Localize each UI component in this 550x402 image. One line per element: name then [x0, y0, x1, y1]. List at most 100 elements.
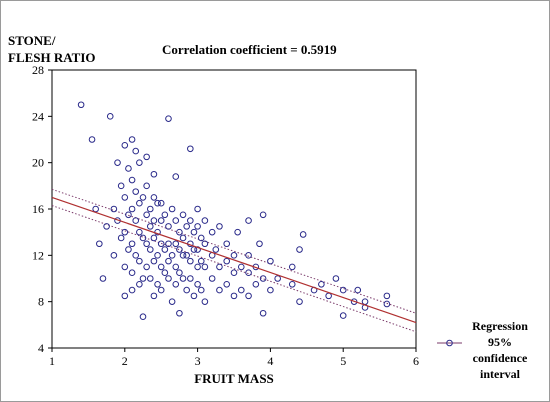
y-tick-label: 4	[38, 341, 44, 355]
scatter-point	[216, 286, 223, 294]
scatter-point	[121, 228, 129, 236]
scatter-point	[110, 252, 118, 259]
scatter-point	[361, 298, 369, 305]
regression-line	[51, 196, 417, 324]
scatter-point	[139, 275, 147, 282]
confidence-upper-line	[51, 188, 417, 314]
scatter-point	[128, 205, 136, 213]
scatter-point	[157, 240, 165, 248]
scatter-point	[325, 292, 332, 300]
y-axis-label-line-2: FLESH RATIO	[8, 50, 96, 65]
scatter-point	[139, 194, 147, 201]
scatter-point	[172, 173, 180, 180]
scatter-point	[267, 286, 274, 294]
scatter-point	[259, 309, 267, 317]
scatter-point	[165, 115, 172, 122]
y-axis-label-line-1: STONE/	[8, 33, 56, 48]
scatter-point	[223, 280, 231, 288]
scatter-point	[296, 298, 303, 305]
scatter-point	[194, 223, 201, 230]
scatter-point	[168, 298, 176, 305]
scatter-point	[172, 263, 180, 271]
scatter-point	[132, 188, 140, 195]
scatter-point	[354, 286, 362, 294]
scatter-point	[245, 292, 252, 300]
scatter-point	[121, 141, 129, 149]
scatter-point	[143, 240, 150, 248]
scatter-point	[165, 257, 172, 265]
scatter-point	[150, 217, 158, 224]
scatter-point	[154, 252, 161, 259]
scatter-point	[161, 246, 169, 253]
scatter-point	[197, 286, 205, 294]
scatter-point	[234, 228, 241, 236]
scatter-point	[110, 205, 118, 213]
scatter-point	[99, 275, 107, 282]
scatter-point	[252, 280, 260, 288]
scatter-point	[128, 269, 136, 277]
scatter-point	[318, 280, 325, 288]
scatter-point	[383, 292, 391, 300]
scatter-point	[194, 205, 201, 213]
scatter-point	[237, 286, 245, 294]
scatter-point	[230, 292, 238, 300]
scatter-point	[216, 263, 223, 271]
scatter-point	[132, 147, 140, 155]
scatter-point	[288, 280, 296, 288]
scatter-point	[88, 136, 96, 143]
x-tick-label: 2	[122, 354, 128, 368]
x-axis-ticks: 1 2 3 4 5 6	[49, 348, 419, 368]
scatter-point	[154, 280, 161, 288]
x-tick-label: 4	[267, 354, 273, 368]
scatter-point	[128, 286, 136, 294]
y-tick-label: 24	[32, 109, 44, 123]
scatter-point	[237, 263, 245, 271]
scatter-point	[106, 113, 114, 120]
scatter-point	[143, 211, 150, 219]
scatter-point	[117, 182, 125, 190]
scatter-point	[172, 240, 180, 248]
scatter-point	[157, 286, 165, 294]
scatter-point	[143, 153, 150, 161]
scatter-point	[216, 223, 223, 230]
scatter-point	[176, 269, 183, 277]
scatter-point	[146, 275, 154, 282]
scatter-point	[139, 313, 147, 321]
scatter-point	[339, 312, 347, 319]
scatter-point	[190, 228, 198, 236]
scatter-point	[132, 252, 140, 259]
legend-label-line-1: Regression	[472, 319, 528, 333]
scatter-point	[383, 300, 391, 308]
scatter-point	[77, 101, 85, 109]
scatter-point	[146, 246, 154, 253]
scatter-point	[128, 136, 136, 143]
scatter-point	[183, 286, 190, 294]
scatter-point	[161, 269, 169, 277]
scatter-point	[299, 231, 307, 238]
scatter-point	[259, 211, 267, 219]
scatter-point	[332, 275, 340, 282]
scatter-point	[143, 182, 150, 190]
scatter-point	[223, 240, 231, 248]
scatter-point	[288, 263, 296, 271]
y-tick-label: 16	[32, 202, 44, 216]
scatter-point	[157, 217, 165, 224]
scatter-point	[146, 223, 154, 230]
scatter-point	[245, 252, 252, 259]
scatter-point	[121, 263, 129, 271]
scatter-point	[194, 246, 201, 253]
scatter-point	[172, 217, 180, 224]
scatter-point	[121, 194, 129, 201]
scatter-point	[339, 286, 347, 294]
scatter-point	[150, 292, 158, 300]
scatter-point	[125, 246, 132, 253]
scatter-point	[125, 165, 132, 172]
scatter-point	[136, 159, 143, 166]
scatter-point	[183, 223, 190, 230]
scatter-point	[150, 170, 158, 178]
scatter-point	[136, 280, 143, 288]
scatter-point	[150, 194, 158, 201]
scatter-point	[197, 257, 205, 265]
scatter-point	[190, 292, 198, 300]
scatter-point	[187, 217, 194, 224]
